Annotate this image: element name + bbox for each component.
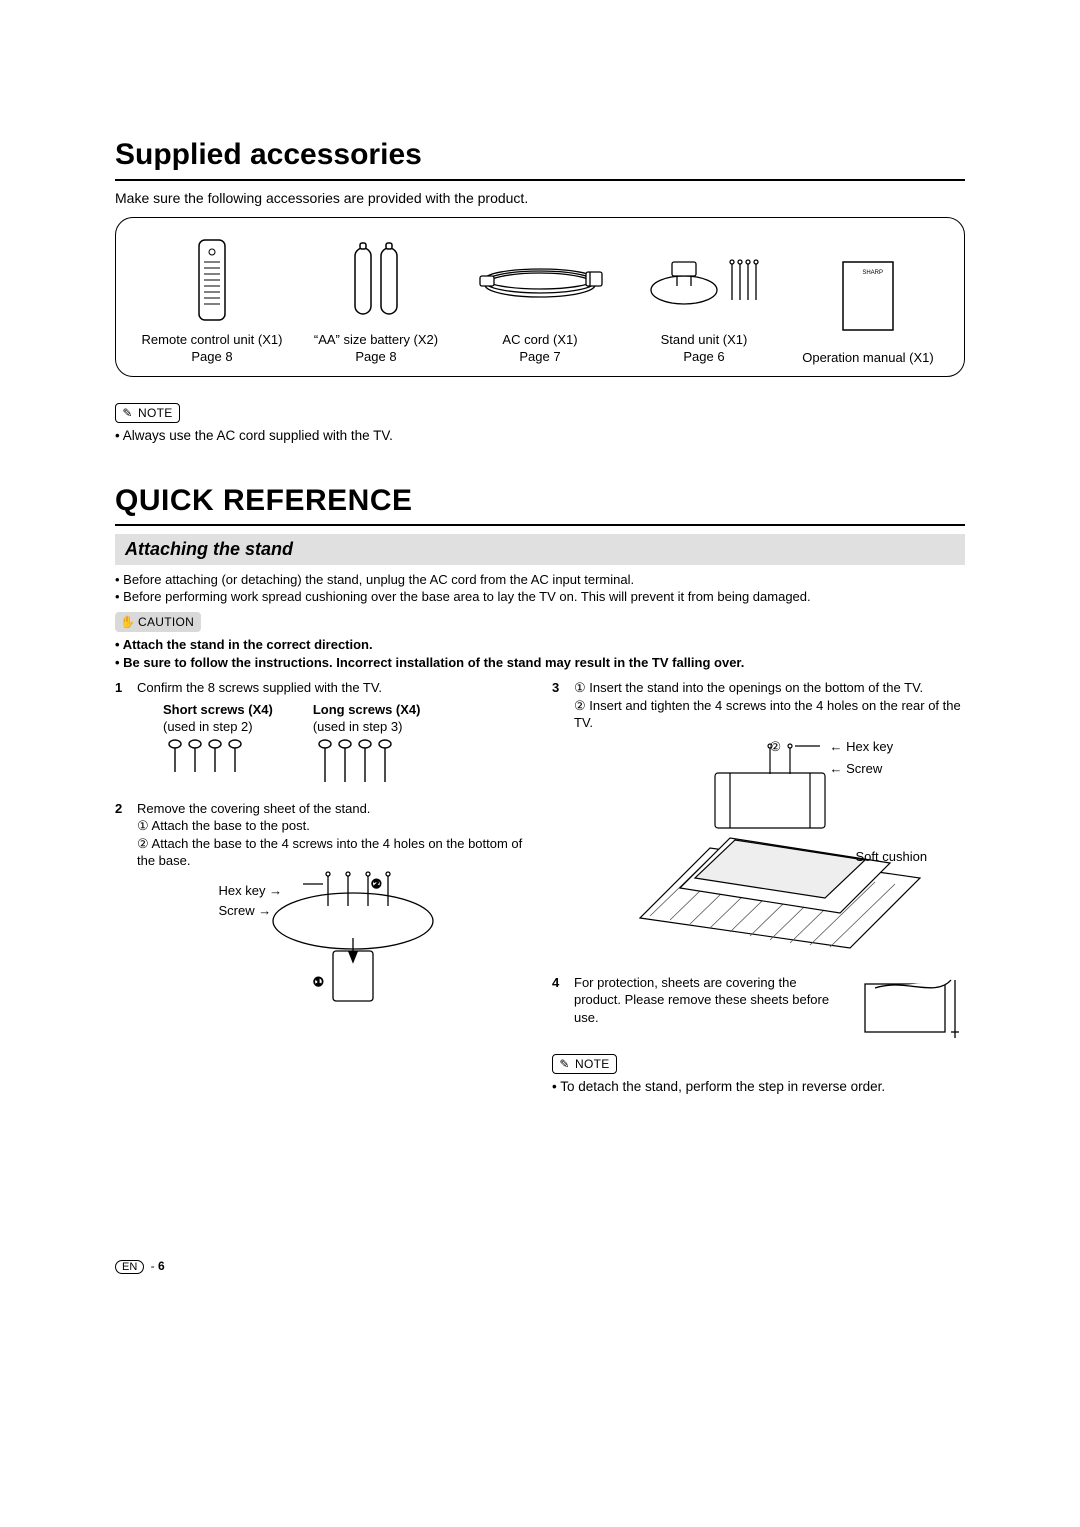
right-column: 3 ① Insert the stand into the openings o… bbox=[552, 679, 965, 1098]
accessory-stand: Stand unit (X1) Page 6 bbox=[622, 236, 786, 365]
note-item: Always use the AC cord supplied with the… bbox=[115, 427, 965, 445]
list-item: Be sure to follow the instructions. Inco… bbox=[115, 654, 965, 672]
callout-screw: ← Screw bbox=[830, 760, 883, 778]
step-4: 4 For protection, sheets are covering th… bbox=[552, 974, 965, 1044]
section-title: QUICK REFERENCE bbox=[115, 481, 965, 527]
step-subline: ② Insert and tighten the 4 screws into t… bbox=[574, 697, 965, 732]
accessory-label: Stand unit (X1) bbox=[661, 332, 748, 348]
step-subline: ① Insert the stand into the openings on … bbox=[574, 679, 965, 697]
long-screws-title: Long screws (X4) bbox=[313, 701, 421, 719]
note-block-2: ✎ NOTE To detach the stand, perform the … bbox=[552, 1054, 965, 1096]
subsection-bar: Attaching the stand bbox=[115, 534, 965, 564]
page-footer: EN - 6 bbox=[115, 1258, 965, 1275]
accessory-page: Page 6 bbox=[683, 348, 724, 366]
cord-icon bbox=[470, 236, 610, 324]
caution-label: CAUTION bbox=[138, 614, 194, 630]
svg-text:②: ② bbox=[371, 877, 382, 891]
callout-hexkey: ← Hex key bbox=[830, 738, 894, 756]
intro-text: Make sure the following accessories are … bbox=[115, 189, 965, 208]
note-label: NOTE bbox=[575, 1056, 610, 1072]
remote-icon bbox=[187, 236, 237, 324]
left-column: 1 Confirm the 8 screws supplied with the… bbox=[115, 679, 528, 1098]
list-item: Before attaching (or detaching) the stan… bbox=[115, 571, 965, 589]
accessory-label: Operation manual (X1) bbox=[802, 350, 934, 366]
svg-text:SHARP: SHARP bbox=[862, 270, 883, 276]
step-3: 3 ① Insert the stand into the openings o… bbox=[552, 679, 965, 970]
caution-block: ✋ CAUTION Attach the stand in the correc… bbox=[115, 612, 965, 671]
note-block-1: ✎ NOTE Always use the AC cord supplied w… bbox=[115, 403, 965, 445]
callout-screw: Screw → bbox=[219, 902, 272, 920]
accessory-page: Page 8 bbox=[191, 348, 232, 366]
footer-page: 6 bbox=[158, 1259, 165, 1273]
accessory-cord: AC cord (X1) Page 7 bbox=[458, 236, 622, 365]
accessory-page: Page 8 bbox=[355, 348, 396, 366]
step-number: 3 bbox=[552, 679, 566, 970]
step2-diagram: Hex key → Screw → bbox=[157, 876, 528, 1006]
short-screws-sub: (used in step 2) bbox=[163, 718, 273, 736]
step-text: For protection, sheets are covering the … bbox=[574, 974, 843, 1044]
short-screws-title: Short screws (X4) bbox=[163, 701, 273, 719]
step-subline: ② Attach the base to the 4 screws into t… bbox=[137, 835, 528, 870]
page-title: Supplied accessories bbox=[115, 135, 965, 181]
callout-cushion: Soft cushion bbox=[856, 848, 928, 866]
manual-icon: SHARP bbox=[833, 254, 903, 342]
note-icon: ✎ bbox=[557, 1056, 572, 1072]
note-badge: ✎ NOTE bbox=[115, 403, 180, 423]
accessory-label: Remote control unit (X1) bbox=[142, 332, 283, 348]
accessory-label: AC cord (X1) bbox=[502, 332, 577, 348]
battery-icon bbox=[343, 236, 409, 324]
accessory-battery: “AA” size battery (X2) Page 8 bbox=[294, 236, 458, 365]
step-number: 4 bbox=[552, 974, 566, 992]
svg-text:①: ① bbox=[313, 975, 324, 989]
long-screws-icon bbox=[313, 736, 403, 786]
callout-hexkey: Hex key → bbox=[219, 882, 283, 900]
footer-sep: - bbox=[151, 1259, 158, 1273]
note-item: To detach the stand, perform the step in… bbox=[552, 1078, 965, 1096]
accessory-manual: SHARP Operation manual (X1) bbox=[786, 254, 950, 366]
long-screws-sub: (used in step 3) bbox=[313, 718, 421, 736]
subsection-title: Attaching the stand bbox=[125, 537, 955, 561]
accessory-page: Page 7 bbox=[519, 348, 560, 366]
step-text: Confirm the 8 screws supplied with the T… bbox=[137, 679, 528, 697]
note-label: NOTE bbox=[138, 405, 173, 421]
hand-icon: ✋ bbox=[120, 614, 135, 630]
list-item: Attach the stand in the correct directio… bbox=[115, 636, 965, 654]
footer-lang: EN bbox=[115, 1260, 144, 1274]
step-2: 2 Remove the covering sheet of the stand… bbox=[115, 800, 528, 1018]
step-number: 2 bbox=[115, 800, 129, 1018]
pre-bullets: Before attaching (or detaching) the stan… bbox=[115, 571, 965, 606]
callout-marker: ② bbox=[770, 738, 782, 756]
accessories-panel: Remote control unit (X1) Page 8 “AA” siz… bbox=[115, 217, 965, 376]
note-icon: ✎ bbox=[120, 405, 135, 421]
accessory-remote: Remote control unit (X1) Page 8 bbox=[130, 236, 294, 365]
stand-icon bbox=[644, 236, 764, 324]
caution-badge: ✋ CAUTION bbox=[115, 612, 201, 632]
step3-diagram: ② ← Hex key ← Screw Soft cushion bbox=[594, 738, 965, 958]
step-subline: ① Attach the base to the post. bbox=[137, 817, 528, 835]
list-item: Before performing work spread cushioning… bbox=[115, 588, 965, 606]
step-number: 1 bbox=[115, 679, 129, 796]
short-screws-icon bbox=[163, 736, 253, 780]
accessory-label: “AA” size battery (X2) bbox=[314, 332, 438, 348]
step-1: 1 Confirm the 8 screws supplied with the… bbox=[115, 679, 528, 796]
step-text: Remove the covering sheet of the stand. bbox=[137, 800, 528, 818]
step4-diagram bbox=[855, 974, 965, 1044]
note-badge: ✎ NOTE bbox=[552, 1054, 617, 1074]
